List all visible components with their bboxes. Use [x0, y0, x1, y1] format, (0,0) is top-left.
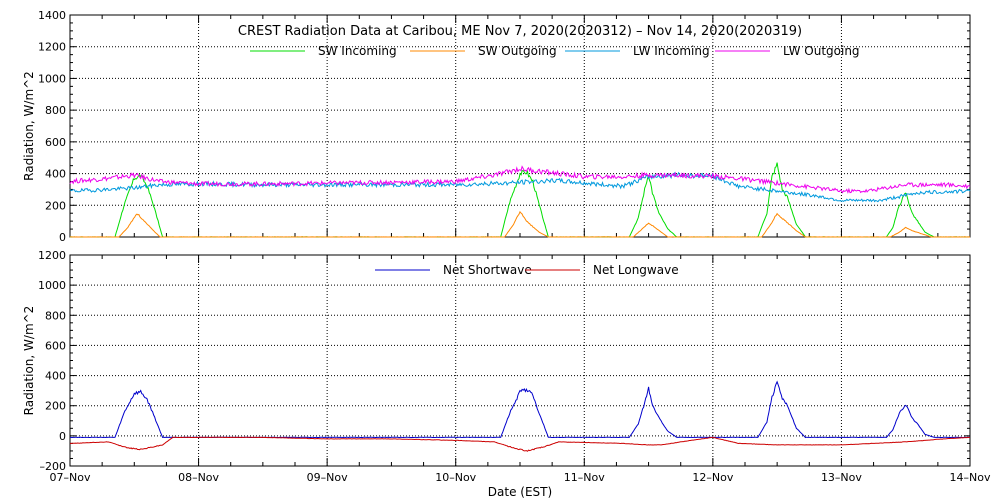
y-tick-label: 800	[45, 309, 66, 322]
chart-panel-1: 0 200 400 600 800 1000 1200 1400 Radiation, W/m^…	[22, 9, 971, 244]
y-tick-label: 400	[45, 370, 66, 383]
x-tick-label: 12–Nov	[692, 471, 733, 484]
series-line-net-longwave	[69, 436, 970, 452]
y-tick-label: 1000	[38, 72, 66, 85]
legend-label: SW Outgoing	[478, 44, 557, 58]
y-tick-label: 400	[45, 168, 66, 181]
legend-label: Net Longwave	[593, 263, 679, 277]
y-tick-label: 0	[59, 430, 66, 443]
x-tick-label: 07–Nov	[50, 471, 91, 484]
x-tick-label: 09–Nov	[307, 471, 348, 484]
y-tick-label: 1400	[38, 9, 66, 22]
chart-title: CREST Radiation Data at Caribou, ME Nov …	[238, 24, 802, 39]
legend-label: LW Outgoing	[783, 44, 860, 58]
x-tick-label: 13–Nov	[821, 471, 862, 484]
x-tick-label: 08–Nov	[178, 471, 219, 484]
series-line-net-shortwave	[70, 380, 971, 439]
y-tick-label: 1200	[38, 249, 66, 262]
legend-label: SW Incoming	[318, 44, 397, 58]
legend-label: LW Incoming	[633, 44, 710, 58]
y-axis-title: Radiation, W/m^2	[22, 306, 36, 416]
x-tick-label: 10–Nov	[435, 471, 476, 484]
y-tick-label: 1200	[38, 41, 66, 54]
series-line-sw-outgoing	[70, 210, 971, 238]
y-axis-title: Radiation, W/m^2	[22, 71, 36, 181]
x-axis-title: Date (EST)	[488, 485, 552, 499]
y-tick-label: 800	[45, 104, 66, 117]
x-tick-label: 14–Nov	[950, 471, 991, 484]
legend-label: Net Shortwave	[443, 263, 532, 277]
plot-frame	[69, 254, 971, 467]
y-tick-label: –200	[40, 460, 67, 473]
y-tick-label: 200	[45, 400, 66, 413]
y-tick-label: 1000	[38, 279, 66, 292]
y-tick-label: 600	[45, 339, 66, 352]
y-tick-label: 600	[45, 136, 66, 149]
series-line-lw-outgoing	[69, 165, 971, 194]
x-tick-label: 11–Nov	[564, 471, 605, 484]
y-tick-label: 0	[59, 231, 66, 244]
y-tick-label: 200	[45, 199, 66, 212]
chart-panel-2: –200 0 200 400 600 800 1000 1200 07–Nov 08–Nov 09–…	[22, 249, 991, 499]
series-line-lw-incoming	[69, 171, 971, 203]
